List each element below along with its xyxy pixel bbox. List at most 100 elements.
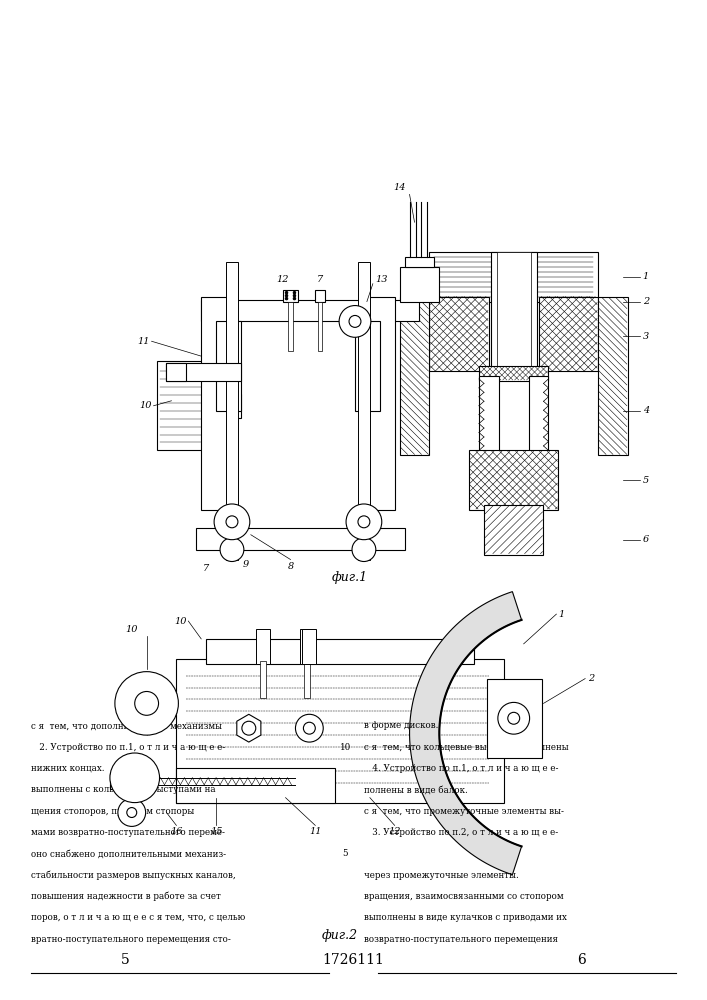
Text: 12: 12 <box>276 275 288 284</box>
Text: щения стопоров, при этом стопоры: щения стопоров, при этом стопоры <box>31 807 194 816</box>
Bar <box>497 252 530 500</box>
Bar <box>177 768 335 803</box>
Text: повышения надежности в работе за счет: повышения надежности в работе за счет <box>31 892 221 901</box>
Text: выполнены с кольцевыми выступами на: выполнены с кольцевыми выступами на <box>31 785 216 794</box>
Text: с я  тем, что дополнительные механизмы: с я тем, что дополнительные механизмы <box>31 721 222 730</box>
Bar <box>469 450 559 510</box>
Text: 1726111: 1726111 <box>322 953 385 967</box>
Circle shape <box>293 294 296 297</box>
Text: с я  тем, что кольцевые выступы выполнены: с я тем, что кольцевые выступы выполнены <box>364 743 568 752</box>
Text: нижних концах.: нижних концах. <box>31 764 105 773</box>
Circle shape <box>226 516 238 528</box>
Text: вращения, взаимосвязанными со стопором: вращения, взаимосвязанными со стопором <box>364 892 563 901</box>
Bar <box>259 661 266 698</box>
Bar <box>358 262 370 560</box>
Text: 8: 8 <box>287 562 293 571</box>
Bar <box>404 257 434 267</box>
Text: 10: 10 <box>174 617 187 626</box>
Circle shape <box>118 799 146 826</box>
Bar <box>211 394 241 418</box>
Text: 2: 2 <box>643 297 649 306</box>
Circle shape <box>349 315 361 327</box>
Circle shape <box>358 516 370 528</box>
Bar <box>429 252 598 302</box>
Text: 16: 16 <box>170 827 182 836</box>
Circle shape <box>498 702 530 734</box>
Circle shape <box>286 291 288 294</box>
Circle shape <box>303 722 315 734</box>
Text: 3: 3 <box>643 332 649 341</box>
Circle shape <box>214 504 250 540</box>
Text: 2: 2 <box>588 674 595 683</box>
Text: 6: 6 <box>577 953 586 967</box>
Bar <box>484 505 544 555</box>
Circle shape <box>508 712 520 724</box>
Text: 7: 7 <box>203 564 209 573</box>
Bar <box>226 262 238 560</box>
Bar <box>399 297 429 455</box>
Bar <box>206 639 474 664</box>
Circle shape <box>293 297 296 300</box>
Circle shape <box>135 691 158 715</box>
Bar <box>315 290 325 302</box>
Bar <box>288 302 293 351</box>
Bar <box>529 376 549 455</box>
Bar <box>283 290 298 302</box>
Text: 10: 10 <box>339 743 351 752</box>
Circle shape <box>339 306 371 337</box>
Bar <box>303 629 316 664</box>
Text: 6: 6 <box>643 535 649 544</box>
Circle shape <box>220 538 244 562</box>
Bar <box>429 297 489 371</box>
Bar <box>598 297 628 455</box>
Text: оно снабжено дополнительными механиз-: оно снабжено дополнительными механиз- <box>31 849 226 858</box>
Text: поров, о т л и ч а ю щ е е с я тем, что, с целью: поров, о т л и ч а ю щ е е с я тем, что,… <box>31 913 245 922</box>
Text: 4: 4 <box>643 406 649 415</box>
Text: выполнены в виде кулачков с приводами их: выполнены в виде кулачков с приводами их <box>364 913 567 922</box>
Circle shape <box>296 714 323 742</box>
Text: 10: 10 <box>126 625 138 634</box>
Text: 3. Устройство по п.2, о т л и ч а ю щ е е-: 3. Устройство по п.2, о т л и ч а ю щ е … <box>364 828 559 837</box>
Text: 11: 11 <box>137 337 150 346</box>
Text: 5: 5 <box>121 953 130 967</box>
Bar <box>166 363 241 381</box>
Text: 15: 15 <box>210 827 222 836</box>
Text: 11: 11 <box>309 827 322 836</box>
Text: фиг.2: фиг.2 <box>322 929 358 942</box>
Circle shape <box>286 297 288 300</box>
Text: 9: 9 <box>243 560 249 569</box>
Bar <box>539 297 598 371</box>
Bar <box>399 267 439 302</box>
Bar <box>156 361 211 450</box>
Text: 5: 5 <box>643 476 649 485</box>
Text: фиг.1: фиг.1 <box>332 571 368 584</box>
Bar <box>177 659 504 803</box>
Text: 13: 13 <box>375 275 387 284</box>
Bar <box>491 252 537 500</box>
Text: 2. Устройство по п.1, о т л и ч а ю щ е е-: 2. Устройство по п.1, о т л и ч а ю щ е … <box>31 743 226 752</box>
Bar <box>197 528 404 550</box>
Circle shape <box>286 294 288 297</box>
Bar <box>479 376 499 455</box>
Text: полнены в виде балок.: полнены в виде балок. <box>364 785 468 794</box>
Bar <box>300 629 315 664</box>
Text: 1: 1 <box>643 272 649 281</box>
Bar <box>479 366 549 381</box>
Circle shape <box>242 721 256 735</box>
Text: с я  тем, что промежуточные элементы вы-: с я тем, что промежуточные элементы вы- <box>364 807 564 816</box>
Circle shape <box>110 753 160 803</box>
Polygon shape <box>409 592 522 875</box>
Bar <box>110 773 122 789</box>
Polygon shape <box>237 714 261 742</box>
Text: стабильности размеров выпускных каналов,: стабильности размеров выпускных каналов, <box>31 871 235 880</box>
Circle shape <box>346 504 382 540</box>
Text: через промежуточные элементы.: через промежуточные элементы. <box>364 871 519 880</box>
Text: 1: 1 <box>559 610 565 619</box>
Text: мами возвратно-поступательного переме-: мами возвратно-поступательного переме- <box>31 828 225 837</box>
Circle shape <box>352 538 376 562</box>
Bar <box>360 297 395 510</box>
Bar <box>355 321 380 411</box>
Circle shape <box>115 672 178 735</box>
Bar <box>256 629 269 664</box>
Bar <box>487 679 542 758</box>
